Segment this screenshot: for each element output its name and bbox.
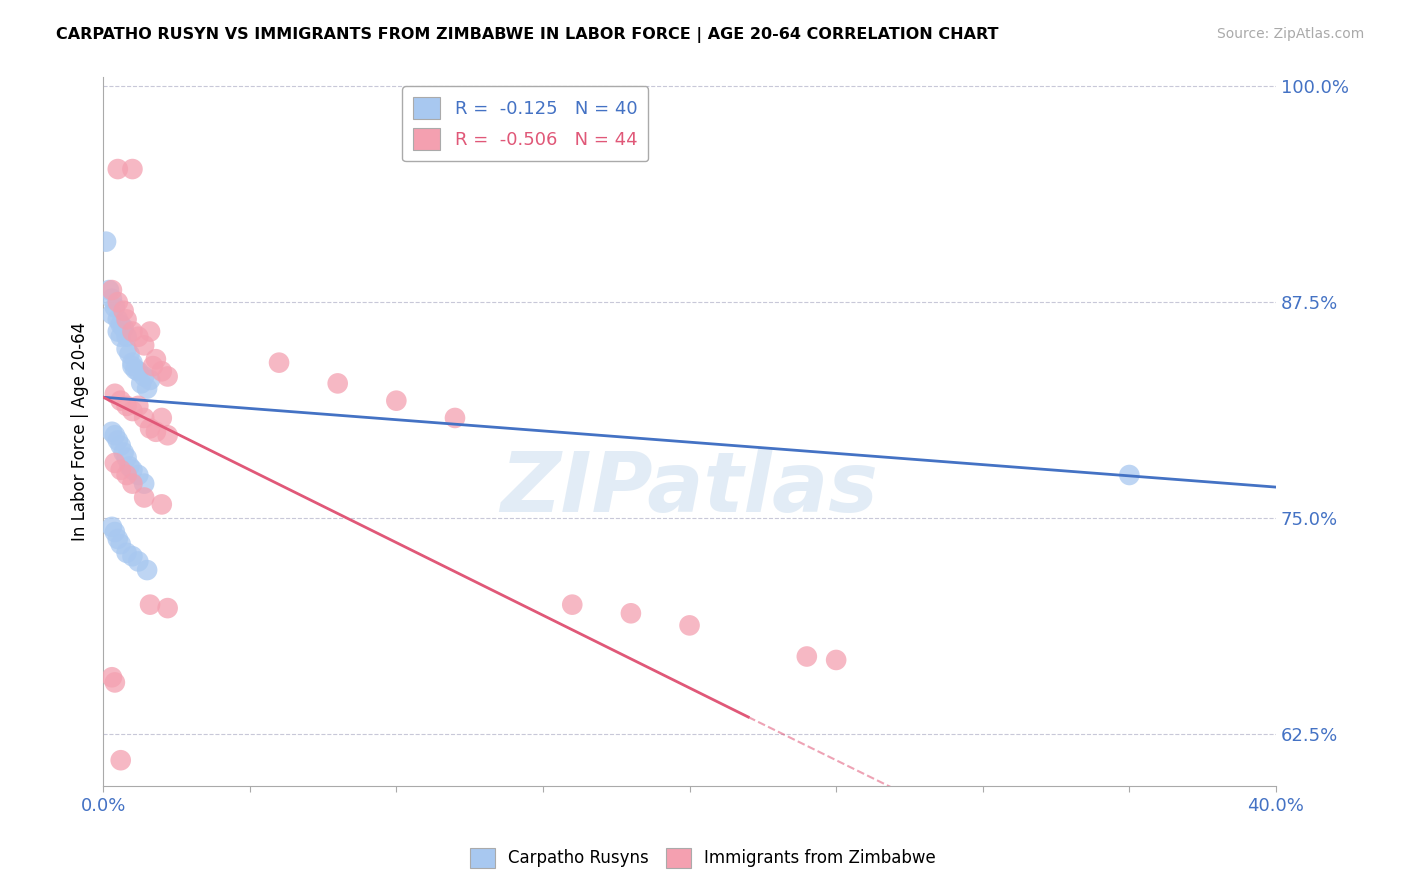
Text: Source: ZipAtlas.com: Source: ZipAtlas.com xyxy=(1216,27,1364,41)
Point xyxy=(127,364,149,378)
Point xyxy=(136,563,159,577)
Point xyxy=(267,356,290,370)
Point xyxy=(118,347,141,361)
Point xyxy=(115,342,138,356)
Point xyxy=(107,434,129,448)
Point xyxy=(150,364,173,378)
Point xyxy=(561,598,583,612)
Point xyxy=(110,753,132,767)
Point xyxy=(796,649,818,664)
Point xyxy=(94,235,117,249)
Point xyxy=(134,491,156,505)
Point xyxy=(121,356,143,370)
Point xyxy=(326,376,349,391)
Point xyxy=(118,459,141,474)
Point xyxy=(110,537,132,551)
Point xyxy=(110,463,132,477)
Point xyxy=(112,303,135,318)
Point xyxy=(121,359,143,373)
Point xyxy=(121,549,143,564)
Point xyxy=(115,468,138,483)
Point xyxy=(107,295,129,310)
Point xyxy=(127,399,149,413)
Point xyxy=(134,338,156,352)
Point xyxy=(110,318,132,332)
Point xyxy=(385,393,408,408)
Point xyxy=(104,456,127,470)
Point xyxy=(121,463,143,477)
Point xyxy=(620,607,643,621)
Point xyxy=(139,373,162,387)
Point xyxy=(107,532,129,546)
Point xyxy=(101,670,124,684)
Point xyxy=(110,329,132,343)
Point xyxy=(98,283,121,297)
Point xyxy=(115,399,138,413)
Point xyxy=(115,450,138,465)
Point xyxy=(127,329,149,343)
Legend: R =  -0.125   N = 40, R =  -0.506   N = 44: R = -0.125 N = 40, R = -0.506 N = 44 xyxy=(402,87,648,161)
Point xyxy=(129,376,152,391)
Point xyxy=(115,546,138,560)
Point xyxy=(104,386,127,401)
Point xyxy=(145,352,167,367)
Point xyxy=(112,445,135,459)
Legend: Carpatho Rusyns, Immigrants from Zimbabwe: Carpatho Rusyns, Immigrants from Zimbabw… xyxy=(464,841,942,875)
Point xyxy=(104,301,127,315)
Point xyxy=(127,554,149,568)
Point xyxy=(107,312,129,326)
Point xyxy=(136,382,159,396)
Point xyxy=(134,476,156,491)
Point xyxy=(110,393,132,408)
Point xyxy=(156,369,179,384)
Point xyxy=(139,421,162,435)
Point xyxy=(1118,468,1140,483)
Point xyxy=(825,653,848,667)
Point xyxy=(156,601,179,615)
Point xyxy=(101,307,124,321)
Text: ZIPatlas: ZIPatlas xyxy=(501,448,879,529)
Point xyxy=(107,325,129,339)
Point xyxy=(139,598,162,612)
Point xyxy=(115,329,138,343)
Y-axis label: In Labor Force | Age 20-64: In Labor Force | Age 20-64 xyxy=(72,322,89,541)
Point xyxy=(101,283,124,297)
Point xyxy=(104,675,127,690)
Point xyxy=(150,411,173,425)
Point xyxy=(145,425,167,439)
Point xyxy=(110,439,132,453)
Text: CARPATHO RUSYN VS IMMIGRANTS FROM ZIMBABWE IN LABOR FORCE | AGE 20-64 CORRELATIO: CARPATHO RUSYN VS IMMIGRANTS FROM ZIMBAB… xyxy=(56,27,998,43)
Point xyxy=(444,411,467,425)
Point xyxy=(156,428,179,442)
Point xyxy=(104,524,127,539)
Point xyxy=(121,476,143,491)
Point xyxy=(139,325,162,339)
Point xyxy=(134,369,156,384)
Point xyxy=(127,468,149,483)
Point xyxy=(150,497,173,511)
Point xyxy=(134,411,156,425)
Point xyxy=(101,520,124,534)
Point xyxy=(142,359,165,373)
Point xyxy=(115,312,138,326)
Point xyxy=(112,321,135,335)
Point xyxy=(107,162,129,177)
Point xyxy=(121,404,143,418)
Point xyxy=(121,162,143,177)
Point xyxy=(101,425,124,439)
Point xyxy=(121,325,143,339)
Point xyxy=(104,428,127,442)
Point xyxy=(678,618,700,632)
Point xyxy=(101,292,124,306)
Point xyxy=(124,362,146,376)
